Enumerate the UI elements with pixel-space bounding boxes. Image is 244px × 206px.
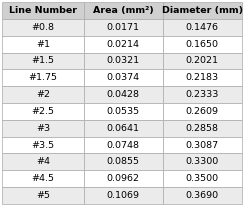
Bar	[84, 153, 163, 170]
Bar	[163, 53, 242, 69]
Text: Area (mm²): Area (mm²)	[93, 6, 153, 15]
Text: #1.75: #1.75	[29, 73, 58, 82]
Text: 0.0214: 0.0214	[107, 40, 140, 49]
Text: 0.3500: 0.3500	[185, 174, 219, 183]
Bar	[84, 2, 163, 19]
Bar	[163, 86, 242, 103]
Bar	[163, 187, 242, 204]
Text: #1.5: #1.5	[31, 56, 55, 66]
Bar	[84, 103, 163, 120]
Text: Diameter (mm): Diameter (mm)	[162, 6, 243, 15]
Bar	[163, 69, 242, 86]
Text: 0.0321: 0.0321	[107, 56, 140, 66]
Text: 0.1069: 0.1069	[107, 191, 140, 200]
Text: 0.3087: 0.3087	[185, 140, 219, 150]
Bar	[163, 2, 242, 19]
Bar	[2, 103, 84, 120]
Text: 0.0374: 0.0374	[107, 73, 140, 82]
Text: 0.0855: 0.0855	[107, 157, 140, 166]
Text: 0.0428: 0.0428	[107, 90, 140, 99]
Bar	[2, 2, 84, 19]
Text: 0.2333: 0.2333	[185, 90, 219, 99]
Bar	[84, 69, 163, 86]
Bar	[163, 36, 242, 53]
Text: #3.5: #3.5	[31, 140, 55, 150]
Text: 0.2183: 0.2183	[185, 73, 219, 82]
Text: 0.2021: 0.2021	[186, 56, 219, 66]
Text: 0.1476: 0.1476	[186, 23, 219, 32]
Bar	[2, 120, 84, 137]
Bar	[84, 120, 163, 137]
Bar	[163, 153, 242, 170]
Bar	[2, 153, 84, 170]
Bar	[84, 187, 163, 204]
Bar	[84, 36, 163, 53]
Text: 0.3300: 0.3300	[185, 157, 219, 166]
Bar	[2, 170, 84, 187]
Text: #3: #3	[36, 124, 50, 133]
Text: #0.8: #0.8	[31, 23, 55, 32]
Text: 0.1650: 0.1650	[186, 40, 219, 49]
Text: 0.0748: 0.0748	[107, 140, 140, 150]
Bar	[2, 187, 84, 204]
Text: 0.2858: 0.2858	[186, 124, 219, 133]
Text: 0.0535: 0.0535	[107, 107, 140, 116]
Bar	[2, 86, 84, 103]
Bar	[84, 170, 163, 187]
Text: #4: #4	[36, 157, 50, 166]
Bar	[163, 137, 242, 153]
Bar	[2, 69, 84, 86]
Text: Line Number: Line Number	[9, 6, 77, 15]
Bar	[84, 86, 163, 103]
Text: #4.5: #4.5	[31, 174, 55, 183]
Text: 0.2609: 0.2609	[186, 107, 219, 116]
Text: #2: #2	[36, 90, 50, 99]
Bar	[84, 137, 163, 153]
Text: #1: #1	[36, 40, 50, 49]
Bar	[163, 170, 242, 187]
Text: #2.5: #2.5	[31, 107, 55, 116]
Bar	[2, 36, 84, 53]
Bar	[163, 103, 242, 120]
Bar	[84, 19, 163, 36]
Text: 0.0641: 0.0641	[107, 124, 140, 133]
Text: 0.0962: 0.0962	[107, 174, 140, 183]
Bar	[2, 53, 84, 69]
Bar	[163, 19, 242, 36]
Text: 0.3690: 0.3690	[185, 191, 219, 200]
Text: 0.0171: 0.0171	[107, 23, 140, 32]
Bar	[2, 19, 84, 36]
Bar	[84, 53, 163, 69]
Bar	[163, 120, 242, 137]
Text: #5: #5	[36, 191, 50, 200]
Bar	[2, 137, 84, 153]
